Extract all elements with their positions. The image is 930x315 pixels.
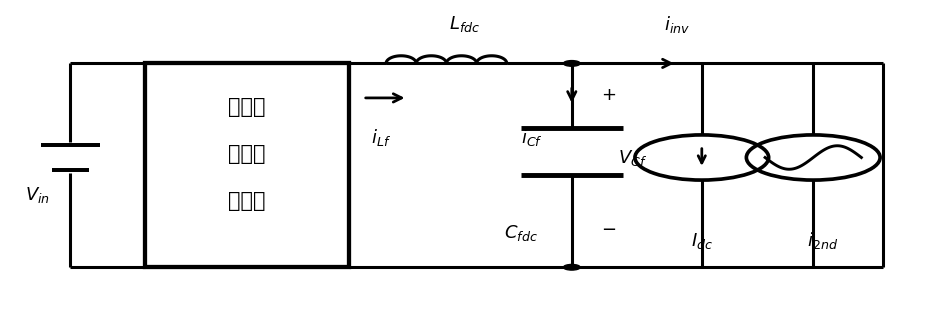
Bar xyxy=(145,63,349,267)
Text: $+$: $+$ xyxy=(602,86,617,104)
Text: $V_{Cf}$: $V_{Cf}$ xyxy=(618,147,647,168)
Text: 换器开: 换器开 xyxy=(228,144,266,164)
Text: $V_{in}$: $V_{in}$ xyxy=(25,185,50,205)
Text: $I_{dc}$: $I_{dc}$ xyxy=(691,231,712,251)
Text: $L_{fdc}$: $L_{fdc}$ xyxy=(449,14,481,34)
Text: 直流变: 直流变 xyxy=(228,97,266,117)
Text: $i_{2nd}$: $i_{2nd}$ xyxy=(807,230,838,251)
Text: $i_{Cf}$: $i_{Cf}$ xyxy=(521,127,543,148)
Text: $i_{Lf}$: $i_{Lf}$ xyxy=(371,127,392,148)
Text: $-$: $-$ xyxy=(602,219,617,237)
Text: $i_{inv}$: $i_{inv}$ xyxy=(664,14,690,35)
Circle shape xyxy=(564,60,580,66)
Circle shape xyxy=(564,264,580,270)
Text: $C_{fdc}$: $C_{fdc}$ xyxy=(504,223,538,243)
Text: 关网络: 关网络 xyxy=(228,192,266,211)
